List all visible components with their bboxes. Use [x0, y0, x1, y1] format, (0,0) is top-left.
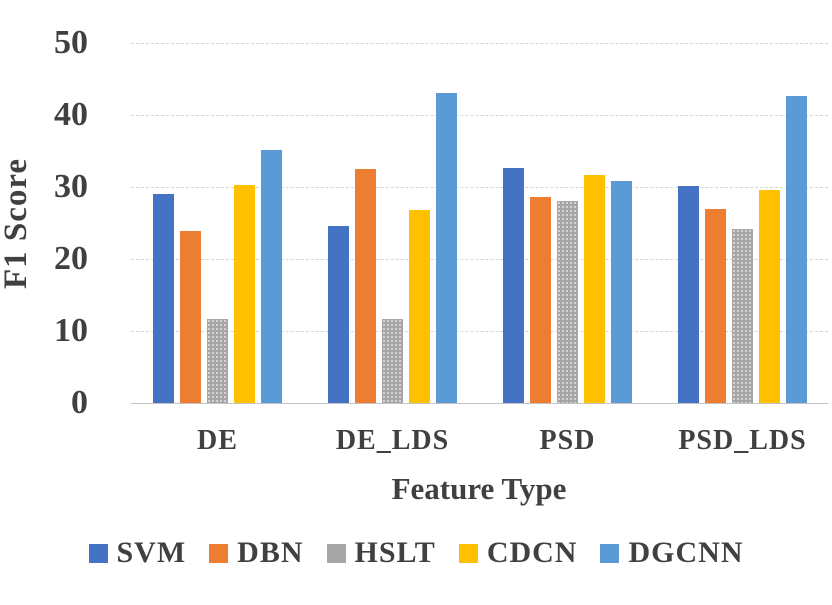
bar-SVM-DE_LDS: [328, 226, 349, 403]
category-label-PSD: PSD: [539, 425, 596, 456]
legend-label-CDCN: CDCN: [486, 536, 578, 569]
y-tick-label-40: 40: [54, 96, 88, 133]
bar-SVM-PSD: [503, 168, 524, 403]
gridline-10: [131, 331, 828, 332]
bar-SVM-DE: [153, 194, 174, 403]
legend-item-DGCNN: DGCNN: [600, 536, 743, 570]
bar-HSLT-DE: [207, 319, 228, 403]
legend-swatch-DBN: [209, 543, 229, 563]
y-tick-label-20: 20: [54, 240, 88, 277]
legend-item-DBN: DBN: [209, 536, 303, 570]
x-axis-title: Feature Type: [391, 471, 567, 506]
bar-HSLT-PSD_LDS: [732, 229, 753, 403]
legend: SVM DBN HSLT CDCN DGCNN: [0, 536, 832, 570]
bar-DGCNN-DE_LDS: [436, 93, 457, 403]
bar-SVM-PSD_LDS: [678, 186, 699, 403]
legend-label-DBN: DBN: [237, 536, 304, 569]
x-axis-line: [131, 403, 828, 404]
legend-swatch-SVM: [88, 543, 108, 563]
bar-DBN-PSD_LDS: [705, 209, 726, 403]
bar-CDCN-DE_LDS: [409, 210, 430, 403]
legend-label-DGCNN: DGCNN: [628, 536, 744, 569]
bar-HSLT-DE_LDS: [382, 319, 403, 403]
legend-item-SVM: SVM: [88, 536, 187, 570]
y-tick-label-30: 30: [54, 168, 88, 205]
legend-swatch-CDCN: [458, 543, 478, 563]
category-label-DE_LDS: DE_LDS: [335, 425, 450, 456]
bar-HSLT-PSD: [557, 201, 578, 403]
bar-CDCN-DE: [234, 185, 255, 403]
legend-item-CDCN: CDCN: [458, 536, 578, 570]
bar-DGCNN-PSD_LDS: [786, 96, 807, 403]
gridline-30: [131, 187, 828, 188]
bar-DBN-DE_LDS: [355, 169, 376, 403]
bar-group-DE: [153, 43, 282, 403]
category-label-PSD_LDS: PSD_LDS: [678, 425, 807, 456]
bar-CDCN-PSD: [584, 175, 605, 403]
legend-swatch-DGCNN: [600, 543, 620, 563]
y-tick-label-0: 0: [71, 384, 88, 421]
plot-area: [131, 43, 828, 404]
y-tick-label-50: 50: [54, 24, 88, 61]
legend-label-SVM: SVM: [116, 536, 187, 569]
legend-swatch-HSLT: [326, 543, 346, 563]
bar-DBN-PSD: [530, 197, 551, 403]
gridline-50: [131, 43, 828, 44]
bar-DGCNN-PSD: [611, 181, 632, 403]
gridline-40: [131, 115, 828, 116]
bar-group-DE_LDS: [328, 43, 457, 403]
bar-DGCNN-DE: [261, 150, 282, 403]
bar-group-PSD: [503, 43, 632, 403]
bar-DBN-DE: [180, 231, 201, 403]
category-label-DE: DE: [197, 425, 238, 456]
legend-item-HSLT: HSLT: [326, 536, 436, 570]
legend-label-HSLT: HSLT: [354, 536, 436, 569]
y-tick-label-10: 10: [54, 312, 88, 349]
gridline-20: [131, 259, 828, 260]
bar-CDCN-PSD_LDS: [759, 190, 780, 403]
bar-group-PSD_LDS: [678, 43, 807, 403]
